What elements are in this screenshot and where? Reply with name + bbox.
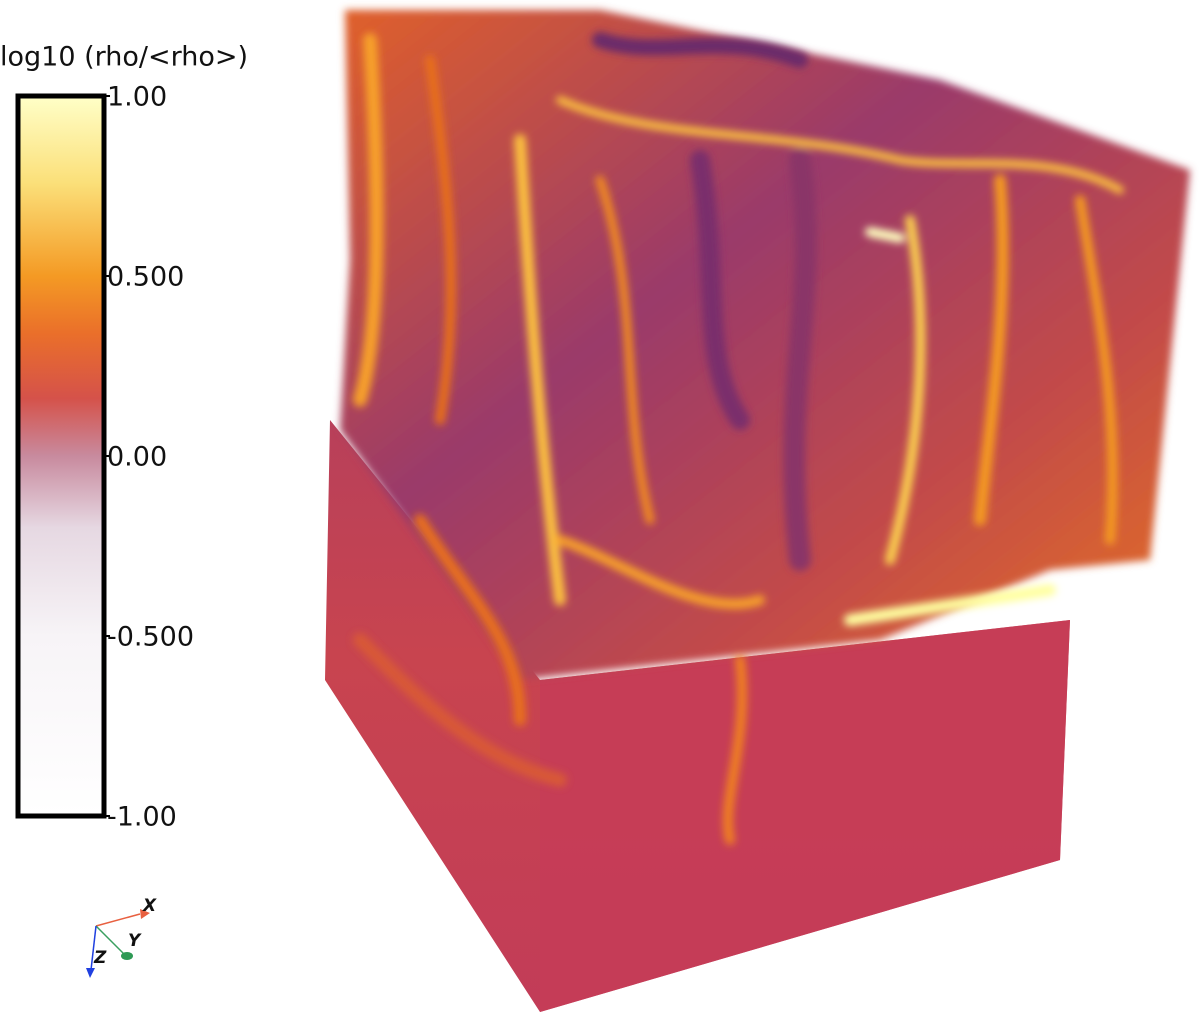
z-axis-label: Z [93, 948, 107, 968]
x-axis-arrow [95, 913, 141, 927]
z-axis-arrow [90, 925, 97, 971]
streaks [353, 32, 1124, 845]
tick-label: -0.500 [107, 622, 194, 653]
y-axis-arrow [95, 925, 125, 955]
color-bar: log10 (rho/<rho>) 1.00 0.500 0.00 -0.500 -1.… [0, 42, 248, 833]
lower-face [540, 620, 1070, 1012]
color-bar-gradient [15, 93, 107, 819]
axes-triad: X Y Z [86, 896, 157, 978]
volume-render [325, 10, 1190, 1012]
tick-label: -1.00 [107, 802, 177, 833]
z-arrow-head [86, 968, 95, 978]
y-axis-label: Y [128, 931, 142, 951]
x-arrow-head [140, 909, 150, 919]
y-arrow-head [121, 952, 133, 960]
x-axis-label: X [142, 896, 157, 916]
tick-label: 0.00 [107, 442, 167, 473]
tick-label: 0.500 [107, 262, 184, 293]
color-bar-title: log10 (rho/<rho>) [0, 42, 248, 73]
tick-label: 1.00 [107, 82, 167, 113]
